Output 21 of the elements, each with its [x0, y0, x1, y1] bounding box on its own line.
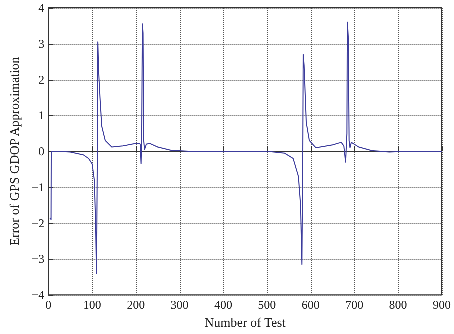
x-tick-label: 700: [346, 298, 364, 312]
y-tick-label: −3: [32, 252, 45, 266]
x-tick-label: 100: [83, 298, 102, 312]
x-tick-label: 400: [214, 298, 232, 312]
y-tick-label: −2: [32, 216, 45, 230]
y-tick-label: 1: [38, 108, 45, 123]
x-tick-label: 300: [170, 298, 189, 312]
y-tick-label: −4: [32, 288, 45, 302]
y-axis-title: Error of GPS GDOP Approximation: [7, 56, 22, 246]
x-tick-label: 200: [127, 298, 146, 312]
y-tick-label: 4: [38, 1, 45, 15]
y-tick-label: 2: [38, 72, 45, 87]
y-tick-label: 3: [38, 36, 45, 51]
x-tick-label: 900: [433, 298, 451, 312]
line-series: [49, 22, 442, 274]
x-tick-label: 600: [302, 298, 320, 312]
x-axis-title: Number of Test: [204, 315, 286, 330]
x-tick-label: 500: [258, 298, 276, 312]
y-tick-label: −1: [32, 180, 45, 194]
y-tick-label: 0: [38, 144, 45, 159]
x-tick-label: 800: [389, 298, 408, 312]
